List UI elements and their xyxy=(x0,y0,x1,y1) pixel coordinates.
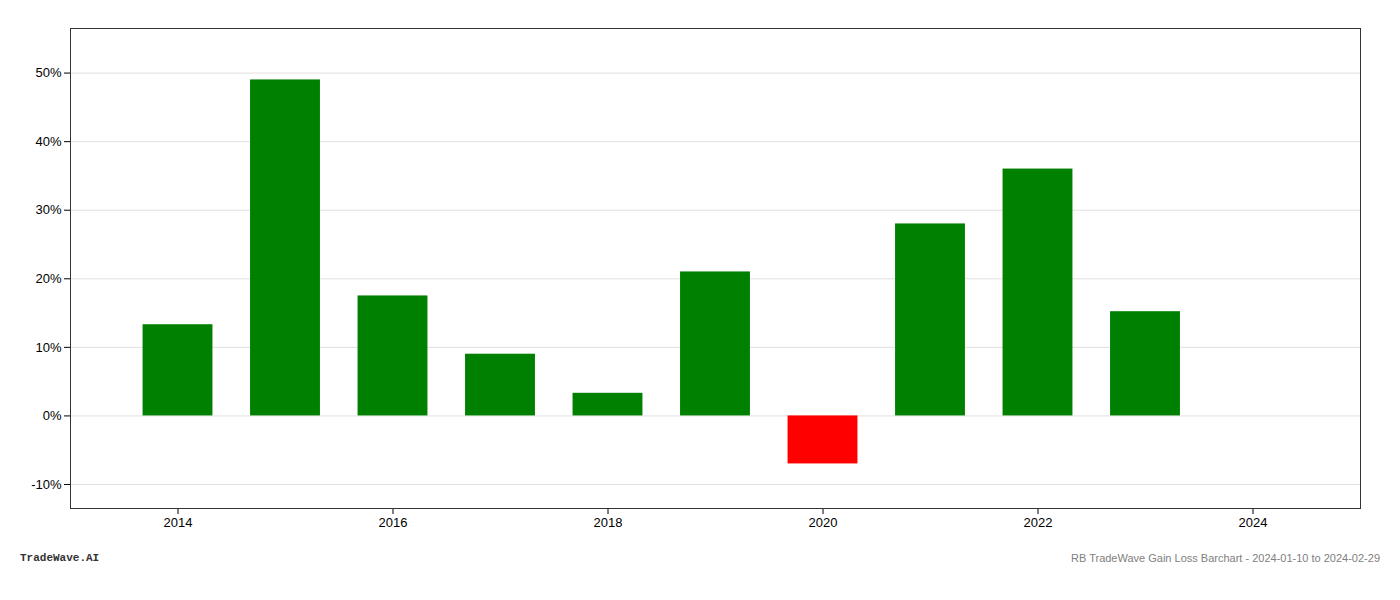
svg-text:2014: 2014 xyxy=(164,515,193,530)
svg-text:40%: 40% xyxy=(35,134,61,149)
svg-text:2024: 2024 xyxy=(1239,515,1268,530)
svg-text:30%: 30% xyxy=(35,202,61,217)
html-text:RB TradeWave Gain Loss Barchar: RB TradeWave Gain Loss Barchart - 2024-0… xyxy=(1071,552,1380,564)
svg-text:10%: 10% xyxy=(35,340,61,355)
svg-text:2020: 2020 xyxy=(809,515,838,530)
svg-text:20%: 20% xyxy=(35,271,61,286)
html-text:TradeWave.AI: TradeWave.AI xyxy=(20,552,100,564)
svg-text:2022: 2022 xyxy=(1024,515,1053,530)
svg-text:50%: 50% xyxy=(35,65,61,80)
svg-text:0%: 0% xyxy=(43,408,62,423)
svg-text:2018: 2018 xyxy=(594,515,623,530)
svg-text:-10%: -10% xyxy=(31,477,62,492)
svg-text:2016: 2016 xyxy=(379,515,408,530)
